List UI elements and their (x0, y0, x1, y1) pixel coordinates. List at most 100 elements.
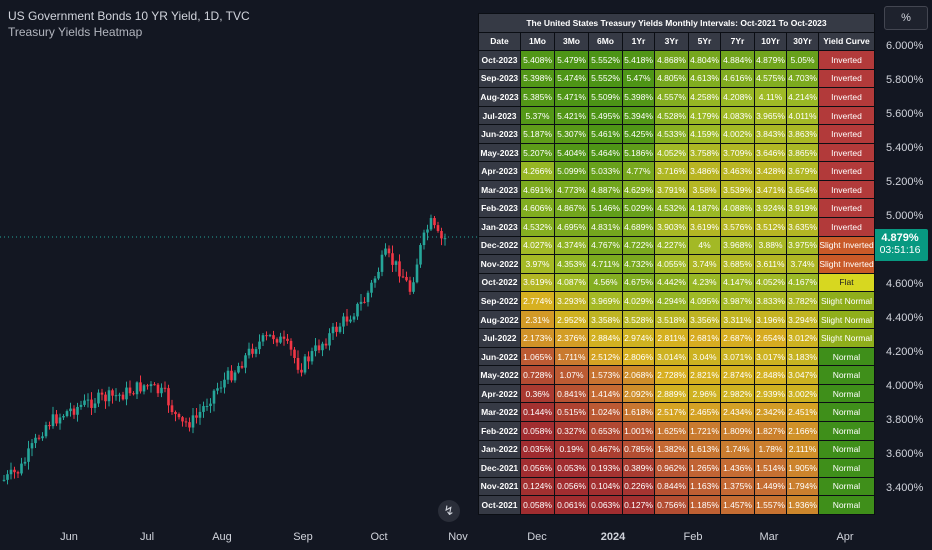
yield-cell: 5.404% (554, 142, 589, 163)
yield-cell: 1.457% (720, 495, 755, 515)
candle-body (359, 301, 363, 304)
yield-cell: 2.982% (720, 383, 755, 404)
yield-cell: 4.532% (654, 198, 689, 219)
date-cell: Mar-2023 (478, 179, 521, 200)
yield-cell: 2.342% (754, 402, 787, 423)
yield-cell: 3.919% (786, 198, 819, 219)
table-row: Oct-2022 3.619% 4.087% 4.56% 4.675% 4.442% 4.2… (478, 272, 875, 293)
x-tick-label: Apr (836, 531, 854, 543)
yield-cell: 5.418% (622, 50, 655, 70)
candle-body (163, 387, 167, 389)
candle-body (282, 336, 286, 339)
table-row: Jun-2023 5.187% 5.307% 5.461% 5.425% 4.533% 4.… (478, 124, 875, 144)
candle-body (419, 245, 422, 265)
y-tick-label: 4.200% (886, 346, 924, 358)
yield-cell: 0.467% (588, 439, 623, 460)
candle-body (293, 349, 296, 358)
yield-cell: 5.207% (520, 142, 555, 163)
yield-cell: 4.002% (720, 124, 755, 144)
candle-body (174, 412, 177, 415)
yield-cell: 0.36% (520, 383, 555, 404)
yield-cell: 0.785% (622, 439, 655, 460)
yield-cell: 2.681% (688, 328, 721, 348)
yield-cell: 1.721% (688, 421, 721, 441)
yield-cell: 2.974% (622, 328, 655, 348)
percent-scale-button[interactable]: % (884, 6, 928, 30)
bolt-icon[interactable]: ↯ (438, 500, 460, 522)
candle-body (314, 345, 317, 352)
yield-cell: 5.187% (520, 124, 555, 144)
column-header: 30Yr (786, 31, 819, 52)
yield-cell: 1.618% (622, 402, 655, 423)
table-row: Nov-2021 0.124% 0.056% 0.104% 0.226% 0.844% 1.… (478, 476, 875, 497)
table-row: Dec-2022 4.027% 4.374% 4.767% 4.722% 4.227% 4%… (478, 235, 875, 256)
yield-cell: 4.055% (654, 254, 689, 274)
date-cell: Jan-2022 (478, 439, 521, 460)
candle-body (135, 382, 139, 395)
yield-cell: 5.425% (622, 124, 655, 144)
table-row: Mar-2022 0.144% 0.515% 1.024% 1.618% 2.517% 2.… (478, 402, 875, 423)
yield-curve-cell: Normal (818, 495, 875, 515)
yields-heatmap-table: The United States Treasury Yields Monthl… (478, 13, 875, 515)
yield-cell: 4.557% (654, 87, 689, 107)
candle-body (195, 415, 198, 418)
yield-cell: 4.159% (688, 124, 721, 144)
candle-body (9, 469, 13, 475)
candle-body (139, 382, 142, 392)
yield-curve-cell: Slight Normal (818, 309, 875, 330)
candle-body (387, 248, 391, 254)
candle-body (286, 338, 289, 341)
yield-cell: 2.111% (786, 439, 819, 460)
yield-cell: 1.382% (654, 439, 689, 460)
yield-cell: 5.47% (622, 68, 655, 89)
yield-cell: 3.969% (588, 291, 623, 311)
table-row: Jan-2023 4.532% 4.695% 4.831% 4.689% 3.903% 3.… (478, 217, 875, 237)
yield-cell: 5.186% (622, 142, 655, 163)
candle-body (13, 469, 16, 473)
candle-body (114, 395, 118, 397)
yield-cell: 2.517% (654, 402, 689, 423)
date-cell: Dec-2021 (478, 458, 521, 478)
yield-cell: 0.653% (588, 421, 623, 441)
candle-body (111, 390, 114, 396)
candle-body (146, 385, 149, 387)
yield-cell: 4.575% (754, 68, 787, 89)
yield-cell: 3.782% (786, 291, 819, 311)
date-cell: Jan-2023 (478, 217, 521, 237)
candle-body (230, 370, 233, 381)
yield-cell: 0.058% (520, 495, 555, 515)
candle-body (212, 390, 216, 404)
yield-cell: 0.058% (520, 421, 555, 441)
yield-cell: 4.353% (554, 254, 589, 274)
table-title: The United States Treasury Yields Monthl… (478, 13, 875, 33)
table-row: Apr-2023 4.266% 5.099% 5.033% 4.77% 3.716% 3.4… (478, 161, 875, 181)
yield-cell: 4.088% (720, 198, 755, 219)
yield-cell: 1.514% (754, 458, 787, 478)
column-header: Date (478, 31, 521, 52)
yield-cell: 1.827% (754, 421, 787, 441)
yield-cell: 1.625% (654, 421, 689, 441)
yield-cell: 2.811% (654, 328, 689, 348)
table-row: Mar-2023 4.691% 4.773% 4.887% 4.629% 3.791% 3.… (478, 179, 875, 200)
yield-curve-cell: Inverted (818, 161, 875, 181)
yield-cell: 1.07% (554, 365, 589, 385)
date-cell: Mar-2022 (478, 402, 521, 423)
yield-cell: 3.679% (786, 161, 819, 181)
candle-body (258, 341, 261, 350)
candle-body (247, 348, 251, 356)
yield-cell: 3.047% (786, 365, 819, 385)
candle-body (160, 387, 163, 394)
yield-cell: 4.805% (654, 68, 689, 89)
yield-cell: 3.311% (720, 309, 755, 330)
yield-cell: 4.695% (554, 217, 589, 237)
candle-body (72, 408, 76, 415)
candle-body (300, 369, 303, 373)
yield-curve-cell: Normal (818, 402, 875, 423)
yield-cell: 2.806% (622, 346, 655, 367)
date-cell: Nov-2022 (478, 254, 521, 274)
candle-body (223, 379, 226, 388)
candle-body (86, 399, 90, 401)
yield-cell: 3.014% (654, 346, 689, 367)
candle-body (93, 403, 97, 408)
